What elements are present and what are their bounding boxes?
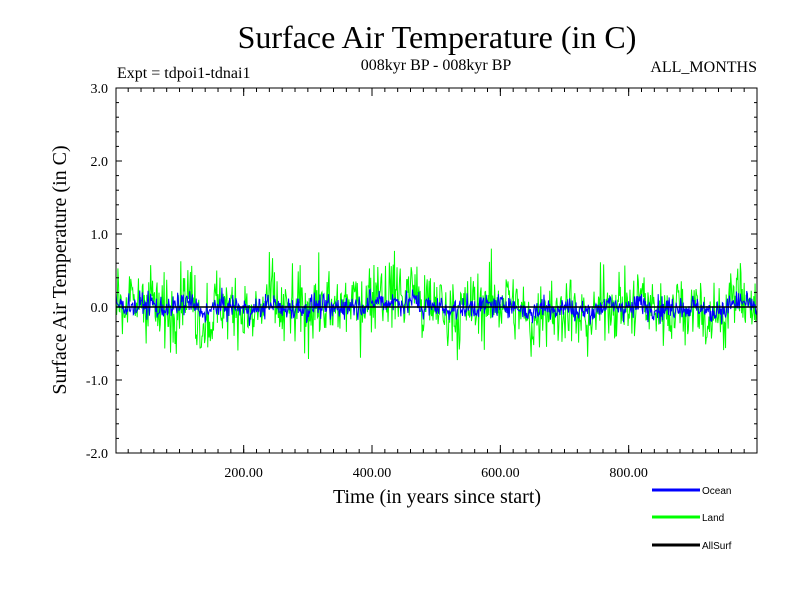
y-tick-label: 3.0 [91, 82, 109, 97]
x-tick-label: 200.00 [224, 466, 263, 481]
legend: Ocean Land AllSurf [652, 486, 732, 552]
series-layer [115, 248, 758, 361]
y-axis: -2.0 -1.0 0.0 1.0 2.0 3.0 [86, 82, 757, 462]
legend-label-allsurf: AllSurf [702, 541, 732, 552]
y-tick-label: -1.0 [86, 374, 108, 389]
plot-frame [115, 87, 758, 454]
legend-label-ocean: Ocean [702, 486, 731, 497]
series-ocean [115, 287, 758, 326]
chart-title: Surface Air Temperature (in C) [238, 19, 637, 55]
legend-label-land: Land [702, 513, 724, 524]
x-tick-label: 800.00 [609, 466, 648, 481]
season-label: ALL_MONTHS [650, 59, 757, 76]
y-tick-label: 0.0 [91, 301, 109, 316]
series-land [115, 248, 758, 361]
chart-subtitle: 008kyr BP - 008kyr BP [361, 57, 512, 74]
y-tick-label: -2.0 [86, 447, 108, 462]
x-axis-label: Time (in years since start) [333, 486, 541, 508]
y-tick-label: 1.0 [91, 228, 109, 243]
y-tick-label: 2.0 [91, 155, 109, 170]
x-tick-label: 600.00 [481, 466, 520, 481]
x-tick-label: 400.00 [353, 466, 392, 481]
experiment-label: Expt = tdpoi1-tdnai1 [117, 65, 250, 82]
x-axis: 200.00 400.00 600.00 800.00 [127, 88, 745, 481]
y-axis-label: Surface Air Temperature (in C) [49, 145, 71, 394]
